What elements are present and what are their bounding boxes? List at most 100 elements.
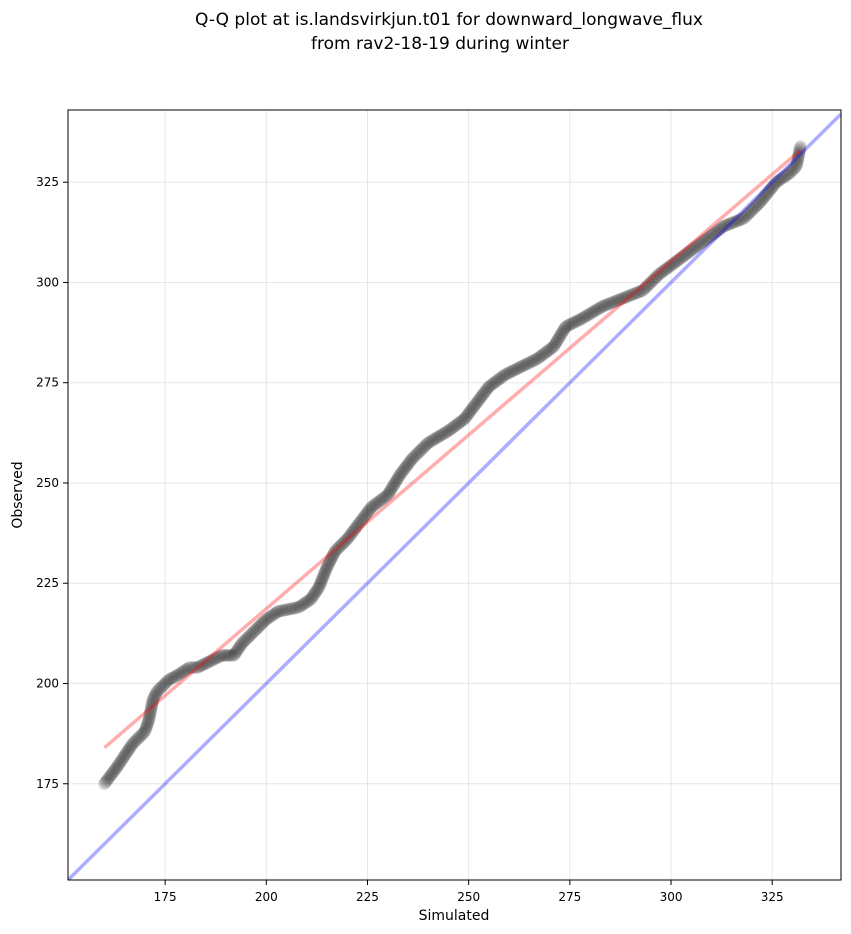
- qq-point: [440, 425, 454, 439]
- qq-point: [552, 330, 566, 344]
- qq-point: [497, 369, 511, 383]
- qq-point: [405, 452, 419, 466]
- one-to-one-line: [68, 112, 841, 880]
- qq-point: [322, 557, 336, 571]
- qq-point: [564, 317, 578, 331]
- qq-point: [793, 141, 807, 155]
- qq-point: [344, 528, 358, 542]
- qq-point: [375, 492, 389, 506]
- qq-point: [678, 248, 692, 262]
- qq-point: [592, 301, 606, 315]
- qq-point: [310, 583, 324, 597]
- qq-point: [612, 293, 626, 307]
- qq-point: [667, 256, 681, 270]
- qq-point: [640, 279, 654, 293]
- qq-point: [737, 211, 751, 225]
- qq-point: [749, 199, 763, 213]
- qq-point: [396, 464, 410, 478]
- qq-point: [179, 662, 193, 676]
- qq-point: [212, 650, 226, 664]
- qq-point: [434, 428, 448, 442]
- qq-point: [292, 600, 306, 614]
- qq-point: [349, 520, 363, 534]
- qq-point: [495, 370, 509, 384]
- qq-point: [555, 326, 569, 340]
- qq-point: [159, 675, 173, 689]
- qq-point: [102, 771, 116, 785]
- qq-point: [307, 588, 321, 602]
- qq-point: [772, 173, 786, 187]
- qq-point: [742, 206, 756, 220]
- qq-point: [775, 171, 789, 185]
- qq-point: [403, 455, 417, 469]
- qq-point: [327, 546, 341, 560]
- qq-point: [486, 376, 500, 390]
- qq-point: [763, 182, 777, 196]
- qq-point: [329, 543, 343, 557]
- y-tick-label: 325: [36, 175, 59, 189]
- qq-point: [554, 327, 568, 341]
- qq-point: [146, 694, 160, 708]
- qq-point: [535, 348, 549, 362]
- qq-point: [127, 735, 141, 749]
- qq-point: [614, 292, 628, 306]
- qq-point: [542, 343, 556, 357]
- qq-point: [126, 737, 140, 751]
- qq-point: [594, 300, 608, 314]
- qq-point: [238, 634, 252, 648]
- qq-point: [473, 391, 487, 405]
- qq-point: [715, 220, 729, 234]
- qq-point: [757, 191, 771, 205]
- qq-point: [708, 226, 722, 240]
- qq-point: [357, 510, 371, 524]
- qq-point: [664, 259, 678, 273]
- qq-point: [135, 727, 149, 741]
- qq-point: [521, 356, 535, 370]
- qq-point: [138, 723, 152, 737]
- qq-point: [254, 618, 268, 632]
- qq-point: [547, 340, 561, 354]
- qq-point: [549, 337, 563, 351]
- qq-point: [257, 615, 271, 629]
- qq-point: [164, 672, 178, 686]
- qq-point: [509, 362, 523, 376]
- x-tick-label: 200: [255, 890, 278, 904]
- qq-point: [104, 768, 118, 782]
- qq-point: [681, 246, 695, 260]
- qq-point: [222, 648, 236, 662]
- qq-point: [720, 218, 734, 232]
- qq-point: [150, 685, 164, 699]
- qq-point: [670, 254, 684, 268]
- qq-point: [234, 638, 248, 652]
- qq-point: [699, 232, 713, 246]
- qq-point: [332, 540, 346, 554]
- qq-point: [641, 278, 655, 292]
- qq-point: [619, 290, 633, 304]
- qq-point: [646, 273, 660, 287]
- qq-point: [319, 564, 333, 578]
- qq-point: [328, 544, 342, 558]
- qq-point: [228, 647, 242, 661]
- qq-point: [684, 243, 698, 257]
- qq-point: [413, 444, 427, 458]
- qq-point: [387, 477, 401, 491]
- qq-point: [538, 346, 552, 360]
- plot-frame: [67, 109, 842, 881]
- qq-point: [299, 595, 313, 609]
- qq-point: [167, 670, 181, 684]
- qq-point: [116, 752, 130, 766]
- qq-point: [562, 318, 576, 332]
- qq-point: [334, 539, 348, 553]
- qq-point: [409, 448, 423, 462]
- qq-point: [575, 312, 589, 326]
- qq-point: [220, 648, 234, 662]
- qq-point: [668, 255, 682, 269]
- qq-point: [154, 681, 168, 694]
- qq-point: [762, 184, 776, 198]
- chart-title-line-1: Q-Q plot at is.landsvirkjun.t01 for down…: [195, 10, 703, 30]
- qq-point: [121, 744, 135, 758]
- qq-point: [210, 651, 224, 665]
- qq-point: [218, 648, 232, 662]
- grid: [68, 110, 841, 880]
- qq-point: [615, 291, 629, 305]
